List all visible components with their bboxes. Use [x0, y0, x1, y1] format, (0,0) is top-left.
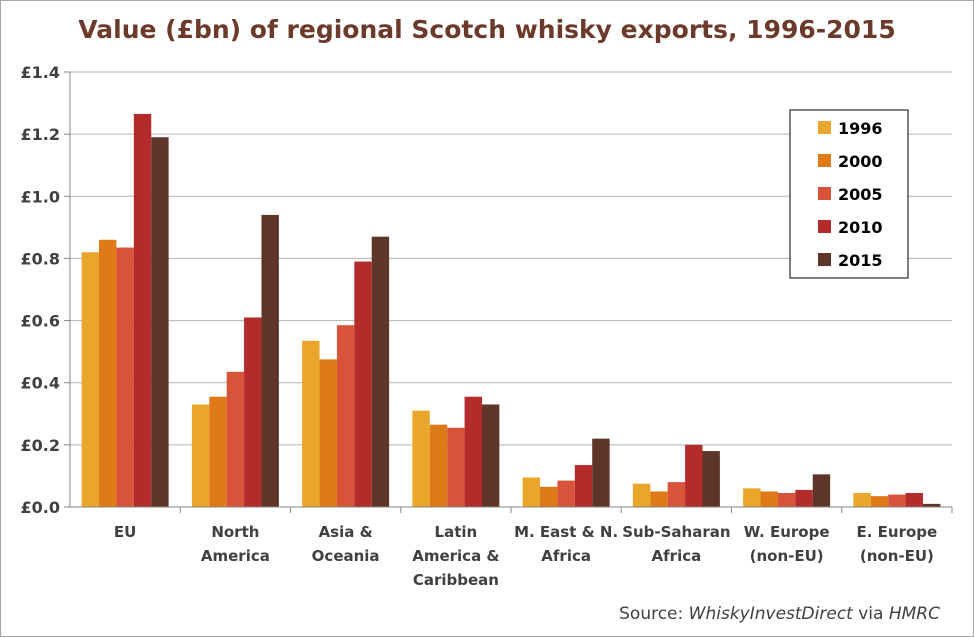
bar: [99, 239, 117, 508]
x-tick-label: Asia & Oceania: [312, 523, 380, 565]
x-tick-label: EU: [114, 523, 136, 541]
axes: £0.0 £0.2 £0.4 £0.6 £0.8 £1.0 £1.2 £1.4 EU North A…: [21, 63, 953, 589]
bar: [853, 493, 871, 507]
bar: [702, 451, 720, 507]
chart-title: Value (£bn) of regional Scotch whisky ex…: [78, 15, 895, 44]
bar: [522, 477, 541, 507]
legend-label: 2010: [838, 218, 883, 237]
bar: [244, 317, 262, 507]
y-tick-label: £0.0: [21, 498, 60, 517]
y-tick-label: £0.6: [21, 312, 60, 331]
y-tick-label: £0.8: [21, 249, 60, 268]
bar: [336, 325, 355, 507]
legend-label: 1996: [838, 119, 883, 138]
bar: [319, 359, 337, 507]
bar: [371, 236, 390, 507]
legend-swatch: [818, 187, 831, 200]
bar: [922, 503, 941, 507]
bar: [151, 137, 169, 507]
legend-swatch: [818, 154, 831, 167]
bar: [429, 424, 448, 507]
bar: [632, 483, 651, 507]
bar: [557, 480, 575, 507]
bar: [81, 252, 100, 507]
bar: [302, 340, 320, 507]
bar: [540, 486, 558, 507]
bar: [412, 410, 430, 507]
x-tick-label: E. Europe (non-EU): [857, 523, 938, 565]
bar: [261, 214, 279, 507]
bar: [447, 427, 465, 507]
bar: [481, 404, 500, 507]
bar: [667, 482, 686, 507]
x-tick-label: Latin America & Caribbean: [412, 523, 499, 589]
bar: [133, 113, 152, 508]
bar: [354, 261, 372, 507]
bar: [760, 491, 778, 507]
bar: [795, 489, 813, 507]
x-tick-label: North America: [201, 523, 270, 565]
bar: [650, 491, 668, 507]
source-emphasis: WhiskyInvestDirect: [689, 604, 855, 624]
bar: [191, 404, 210, 507]
bar: [592, 438, 610, 507]
y-tick-label: £0.2: [21, 436, 60, 455]
y-tick-label: £1.2: [21, 125, 60, 144]
source-note: Source: WhiskyInvestDirect via HMRC: [619, 604, 940, 624]
legend-swatch: [818, 253, 831, 266]
legend: 1996 2000 2005 2010 2015: [789, 109, 909, 279]
source-suffix: HMRC: [889, 604, 940, 624]
bar: [777, 493, 796, 507]
bar: [116, 247, 134, 507]
y-tick-label: £0.4: [21, 374, 60, 393]
x-tick-label: M. East & N. Africa: [514, 523, 618, 565]
bars: [81, 113, 941, 508]
x-tick-label: Sub-Saharan Africa: [622, 523, 730, 565]
source-prefix: Source:: [619, 604, 689, 624]
legend-label: 2005: [838, 185, 883, 204]
bar: [685, 444, 703, 507]
source-mid: via: [853, 604, 889, 624]
y-tick-label: £1.4: [21, 63, 60, 82]
y-tick-label: £1.0: [21, 187, 60, 206]
bar: [743, 488, 761, 507]
legend-box: [789, 109, 909, 279]
bar: [812, 474, 831, 507]
bar: [888, 494, 906, 507]
bar: [870, 496, 889, 507]
legend-label: 2015: [838, 251, 883, 270]
bar: [209, 396, 227, 507]
bar: [905, 493, 923, 507]
bar: [464, 396, 482, 507]
legend-swatch: [818, 220, 831, 233]
bar: [574, 465, 593, 507]
bar: [226, 371, 245, 507]
x-tick-label: W. Europe (non-EU): [744, 523, 830, 565]
legend-swatch: [818, 121, 831, 134]
legend-label: 2000: [838, 152, 883, 171]
